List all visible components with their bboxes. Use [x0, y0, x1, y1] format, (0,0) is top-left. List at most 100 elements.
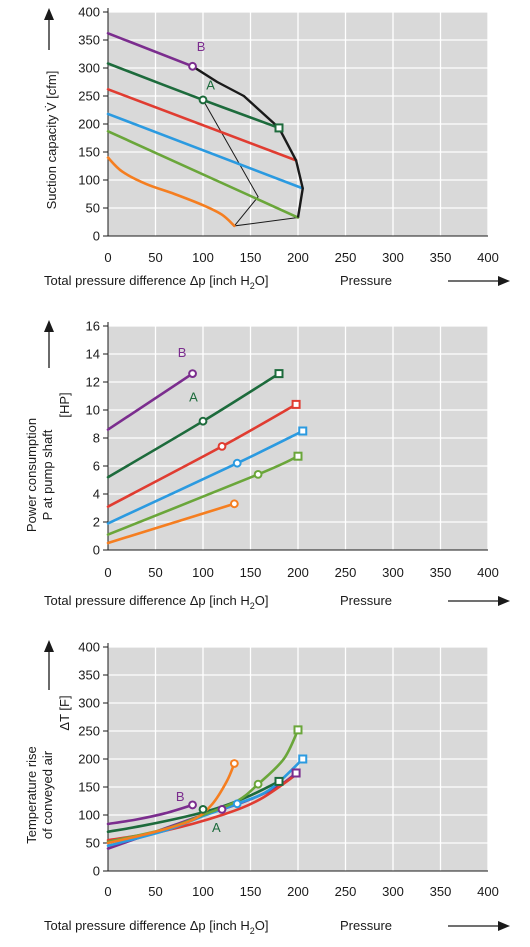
data-point-circle: [188, 61, 197, 71]
temperature-rise-chart: 0 50 100 150 200 250 300 350 400 0 50 100 150 200 250 3…: [24, 640, 510, 936]
data-point-square: [293, 451, 303, 461]
data-point-square: [298, 754, 308, 764]
x-tick-label: 0: [104, 565, 111, 580]
data-point-circle: [217, 442, 227, 451]
data-point-square: [291, 768, 301, 778]
y-tick-label: 350: [78, 33, 100, 48]
series-label: A: [212, 820, 221, 835]
x-axis-label-part: O]: [255, 273, 269, 288]
x-axis-label: Total pressure difference Δp [inch H2O]: [44, 273, 268, 291]
y-axis-unit: ΔT [F]: [57, 695, 72, 730]
series-line: [106, 780, 281, 834]
data-point-circle: [253, 470, 263, 479]
data-point-circle: [229, 759, 239, 768]
x-tick-label: 400: [477, 884, 499, 899]
x-tick-label: 200: [287, 250, 309, 265]
x-tick-label: 350: [430, 565, 452, 580]
suction-capacity-chart: 0 50 100 150 200 250 300 350 400 0 50 100 150 200 250 3…: [44, 5, 510, 291]
x-tick-label: 400: [477, 250, 499, 265]
y-tick-label: 16: [86, 319, 100, 334]
data-point-circle: [188, 369, 197, 379]
data-point-square: [274, 776, 284, 786]
series-line: [106, 31, 194, 68]
series-line: [106, 429, 305, 525]
data-point-circle: [188, 800, 197, 810]
data-point-circle: [198, 805, 208, 814]
y-tick-label: 400: [78, 640, 100, 655]
y-tick-label: 150: [78, 145, 100, 160]
y-tick-label: 0: [93, 543, 100, 558]
y-axis-label: of conveyed air: [40, 750, 55, 839]
series-line: [106, 803, 194, 826]
series-line: [106, 112, 305, 190]
y-tick-label: 0: [93, 229, 100, 244]
x-tick-label: 50: [148, 250, 162, 265]
x-tick-label: 300: [382, 884, 404, 899]
data-point-square: [274, 369, 284, 379]
x-axis-label-part: Total pressure difference Δp [inch H: [44, 593, 250, 608]
series-label: A: [189, 390, 198, 405]
x-tick-label: 400: [477, 565, 499, 580]
series-line: [106, 156, 236, 228]
x-tick-label: 300: [382, 250, 404, 265]
y-tick-label: 50: [86, 836, 100, 851]
series-line: [106, 454, 300, 536]
series-label: B: [197, 39, 206, 54]
x-tick-label: 0: [104, 250, 111, 265]
y-tick-label: 300: [78, 61, 100, 76]
series-label: A: [206, 77, 215, 92]
x-tick-label: 0: [104, 884, 111, 899]
y-tick-label: 8: [93, 431, 100, 446]
y-axis-unit: [HP]: [57, 392, 72, 417]
x-axis-label: Total pressure difference Δp [inch H2O]: [44, 918, 268, 936]
x-axis-label-part: Total pressure difference Δp [inch H: [44, 273, 250, 288]
series-label: B: [176, 789, 185, 804]
x-tick-label: 350: [430, 250, 452, 265]
data-point-circle: [198, 95, 208, 105]
x-tick-label: 200: [287, 884, 309, 899]
y-axis-label: P at pump shaft: [40, 429, 55, 520]
y-direction-arrowhead: [44, 640, 54, 652]
x-tick-label: 150: [240, 250, 262, 265]
series-line: [106, 502, 236, 545]
series-line: [106, 87, 298, 162]
series-line: [106, 129, 300, 219]
y-tick-label: 100: [78, 173, 100, 188]
y-tick-label: 250: [78, 724, 100, 739]
x-tick-label: 150: [240, 565, 262, 580]
x-axis-label-part: O]: [255, 593, 269, 608]
y-tick-label: 0: [93, 864, 100, 879]
x-tick-label: 250: [335, 884, 357, 899]
x-axis-label-subscript: 2: [250, 281, 255, 291]
x-axis-label-part: O]: [255, 918, 269, 933]
x-tick-label: 200: [287, 565, 309, 580]
x-direction-label: Pressure: [340, 273, 392, 288]
data-point-square: [293, 725, 303, 735]
y-tick-label: 10: [86, 403, 100, 418]
x-direction-label: Pressure: [340, 593, 392, 608]
y-tick-label: 350: [78, 668, 100, 683]
y-axis-label: Temperature rise: [24, 746, 39, 844]
y-tick-label: 250: [78, 89, 100, 104]
x-direction-arrowhead: [498, 596, 510, 606]
y-tick-label: 50: [86, 201, 100, 216]
x-tick-label: 100: [192, 250, 214, 265]
y-tick-label: 12: [86, 375, 100, 390]
x-tick-label: 100: [192, 565, 214, 580]
y-tick-label: 2: [93, 515, 100, 530]
data-point-circle: [229, 499, 239, 509]
y-tick-label: 300: [78, 696, 100, 711]
x-axis-label-part: Total pressure difference Δp [inch H: [44, 918, 250, 933]
x-axis-label-subscript: 2: [250, 601, 255, 611]
x-tick-label: 50: [148, 565, 162, 580]
x-direction-arrowhead: [498, 276, 510, 286]
x-axis-label-subscript: 2: [250, 926, 255, 936]
data-point-square: [274, 123, 284, 133]
y-axis-label: Power consumption: [24, 418, 39, 532]
data-point-circle: [232, 799, 242, 809]
y-tick-label: 6: [93, 459, 100, 474]
x-tick-label: 100: [192, 884, 214, 899]
y-axis-label: Suction capacity V̇ [cfm]: [44, 71, 59, 210]
data-point-circle: [217, 805, 227, 814]
